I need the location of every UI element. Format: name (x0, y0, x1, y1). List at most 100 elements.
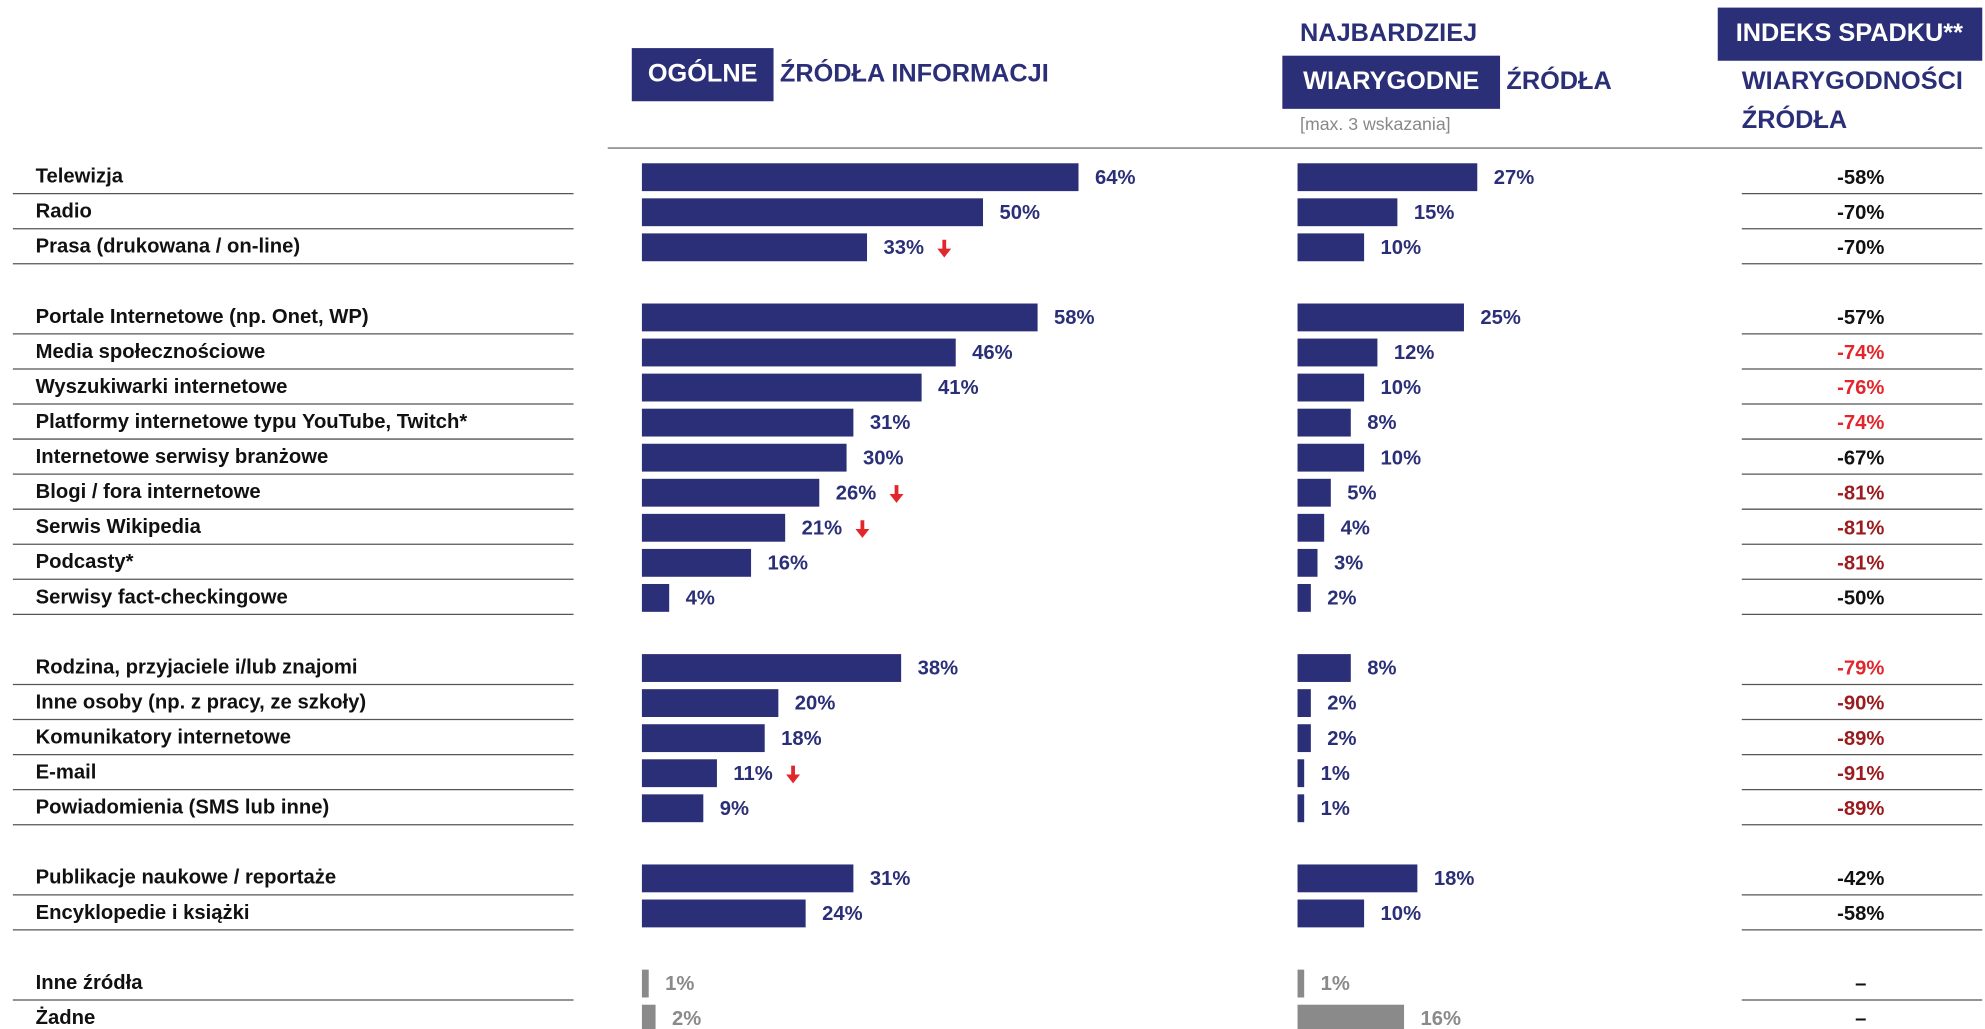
row-label: Powiadomienia (SMS lub inne) (36, 797, 330, 819)
row-label: Blogi / fora internetowe (36, 481, 261, 503)
bar (1297, 443, 1365, 472)
row-label: Inne źródła (36, 972, 144, 994)
bar (1297, 408, 1351, 437)
value-label: 31% (870, 868, 911, 890)
value-label: 2% (1327, 693, 1356, 715)
bar (1297, 513, 1325, 542)
bar (1297, 163, 1478, 192)
value-label: 38% (918, 658, 959, 680)
bar (641, 513, 786, 542)
bar (1297, 1004, 1405, 1029)
bar (641, 198, 984, 227)
index-label: -90% (1837, 693, 1884, 715)
index-label: -76% (1837, 377, 1884, 399)
bar (641, 303, 1038, 332)
value-label: 50% (999, 202, 1040, 224)
value-label: 20% (795, 693, 836, 715)
bar (1297, 233, 1365, 262)
value-label: 10% (1381, 903, 1422, 925)
row-label: E-mail (36, 762, 97, 784)
header: ŹRÓDŁA (1742, 104, 1847, 134)
bar (1297, 794, 1305, 823)
header: ŹRÓDŁA (1506, 65, 1611, 95)
value-label: 64% (1095, 167, 1136, 189)
header-box (631, 48, 774, 102)
bar (641, 759, 717, 788)
row-label: Inne osoby (np. z pracy, ze szkoły) (36, 691, 366, 713)
bar (1297, 969, 1305, 998)
bar (1297, 583, 1311, 612)
value-label: 1% (1321, 973, 1350, 995)
value-label: 8% (1367, 658, 1396, 680)
bar (1297, 338, 1378, 367)
bar (1297, 198, 1398, 227)
down-arrow (937, 239, 952, 258)
index-label: -58% (1837, 167, 1884, 189)
bar (1297, 654, 1351, 682)
bar (1297, 689, 1311, 718)
index-label: -74% (1837, 412, 1884, 434)
header: WIARYGODNE (1303, 67, 1479, 95)
bar (641, 583, 670, 612)
bar (641, 689, 779, 718)
header-note: [max. 3 wskazania] (1300, 114, 1451, 134)
value-label: 1% (665, 973, 694, 995)
header: OGÓLNE (648, 57, 758, 87)
bar (641, 478, 820, 507)
down-arrow (786, 765, 801, 784)
bar (641, 548, 752, 577)
row-label: Wyszukiwarki internetowe (36, 376, 288, 398)
value-label: 58% (1054, 307, 1095, 329)
bar (641, 408, 854, 437)
bar (1297, 373, 1365, 402)
row-label: Media społecznościowe (36, 341, 266, 363)
bar (1297, 864, 1418, 893)
value-label: 9% (720, 798, 749, 820)
value-label: 18% (1434, 868, 1475, 890)
row-label: Prasa (drukowana / on-line) (36, 236, 300, 258)
value-label: 4% (686, 588, 715, 610)
row-label: Publikacje naukowe / reportaże (36, 867, 336, 889)
value-label: 16% (1421, 1008, 1462, 1029)
index-label: -91% (1837, 763, 1884, 785)
index-label: -50% (1837, 588, 1884, 610)
header-box (1282, 55, 1501, 109)
bar (641, 338, 956, 367)
index-label: -81% (1837, 482, 1884, 504)
value-label: 10% (1381, 377, 1422, 399)
value-label: 3% (1334, 552, 1363, 574)
down-arrow (889, 485, 904, 503)
index-label: – (1855, 1008, 1866, 1029)
bar (641, 654, 902, 682)
bar (641, 794, 704, 823)
value-label: 46% (972, 342, 1013, 364)
value-label: 24% (822, 903, 863, 925)
bar (641, 724, 765, 753)
bar (641, 233, 868, 262)
bar (641, 373, 922, 402)
bar (641, 899, 806, 928)
bar (641, 443, 847, 472)
index-label: -57% (1837, 307, 1884, 329)
value-label: 18% (781, 728, 822, 750)
value-label: 8% (1367, 412, 1396, 434)
value-label: 1% (1321, 763, 1350, 785)
bar (641, 864, 854, 893)
value-label: 2% (1327, 588, 1356, 610)
header-box (1717, 7, 1983, 61)
row-label: Telewizja (36, 166, 124, 188)
row-label: Żadne (36, 1006, 96, 1029)
value-label: 11% (733, 763, 772, 785)
index-label: -58% (1837, 903, 1884, 925)
value-label: 25% (1480, 307, 1521, 329)
header: NAJBARDZIEJ (1300, 19, 1477, 47)
row-label: Platformy internetowe typu YouTube, Twit… (36, 411, 468, 433)
header: WIARYGODNOŚCI (1742, 65, 1963, 95)
index-label: -74% (1837, 342, 1884, 364)
value-label: 27% (1494, 167, 1535, 189)
value-label: 21% (802, 517, 843, 539)
down-arrow (855, 520, 870, 538)
bar (1297, 759, 1305, 788)
bar (641, 969, 649, 998)
index-label: -67% (1837, 447, 1884, 469)
